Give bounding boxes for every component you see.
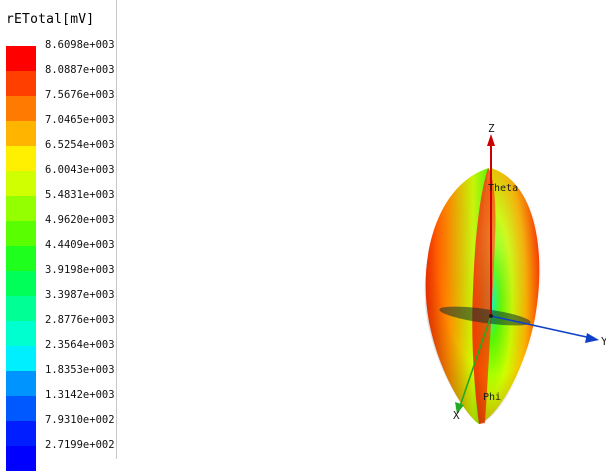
phi-label: Phi (483, 392, 501, 403)
legend-tick-column: 8.6098e+003 8.0887e+003 7.5676e+003 7.0465e… (45, 38, 115, 463)
legend-swatch (6, 146, 36, 171)
legend-swatch (6, 96, 36, 121)
legend-swatch (6, 421, 36, 446)
legend-tick-label: 6.5254e+003 (45, 139, 115, 151)
legend-tick-label: 2.3564e+003 (45, 339, 115, 351)
legend-title: rETotal[mV] (6, 12, 95, 27)
legend-tick-label: 5.4831e+003 (45, 189, 115, 201)
coordinate-axes (455, 134, 599, 414)
y-axis-label: Y (601, 335, 606, 348)
theta-label: Theta (488, 183, 518, 194)
legend-swatch (6, 246, 36, 271)
color-legend: rETotal[mV] 8.6098e+003 8.0887e+003 7.5676… (0, 0, 117, 471)
axis-origin (489, 314, 493, 318)
legend-swatch (6, 196, 36, 221)
legend-tick-label: 6.0043e+003 (45, 164, 115, 176)
x-axis-arrowhead (455, 402, 464, 414)
legend-tick-label: 3.9198e+003 (45, 264, 115, 276)
legend-tick-label: 8.6098e+003 (45, 39, 115, 51)
pattern-null-region (439, 306, 531, 326)
legend-tick-label: 1.8353e+003 (45, 364, 115, 376)
legend-swatch (6, 271, 36, 296)
y-axis-arrowhead (585, 333, 599, 343)
legend-tick-label: 3.3987e+003 (45, 289, 115, 301)
legend-swatch (6, 71, 36, 96)
legend-tick-label: 7.5676e+003 (45, 89, 115, 101)
legend-tick-label: 1.3142e+003 (45, 389, 115, 401)
legend-swatch (6, 171, 36, 196)
legend-tick-label: 8.0887e+003 (45, 64, 115, 76)
legend-tick-label: 4.9620e+003 (45, 214, 115, 226)
3d-plot-viewport[interactable]: Z Y X Theta Phi (117, 0, 606, 459)
legend-tick-label: 4.4409e+003 (45, 239, 115, 251)
legend-tick-label: 7.9310e+002 (45, 414, 115, 426)
legend-swatch (6, 46, 36, 71)
legend-swatch-column (6, 46, 36, 471)
x-axis (459, 315, 492, 407)
radiation-pattern-canvas[interactable]: Z Y X Theta Phi (117, 0, 606, 459)
radiation-pattern-surface (424, 168, 542, 424)
x-axis-label: X (453, 409, 460, 422)
legend-swatch (6, 121, 36, 146)
pattern-shading (424, 168, 542, 424)
legend-swatch (6, 221, 36, 246)
y-axis (490, 315, 592, 339)
legend-swatch (6, 321, 36, 346)
z-axis-label: Z (488, 122, 495, 135)
legend-tick-label: 2.8776e+003 (45, 314, 115, 326)
legend-swatch (6, 371, 36, 396)
legend-swatch (6, 396, 36, 421)
legend-tick-label: 2.7199e+002 (45, 439, 115, 451)
legend-swatch (6, 296, 36, 321)
z-axis-arrowhead (487, 134, 495, 146)
legend-swatch (6, 346, 36, 371)
legend-tick-label: 7.0465e+003 (45, 114, 115, 126)
